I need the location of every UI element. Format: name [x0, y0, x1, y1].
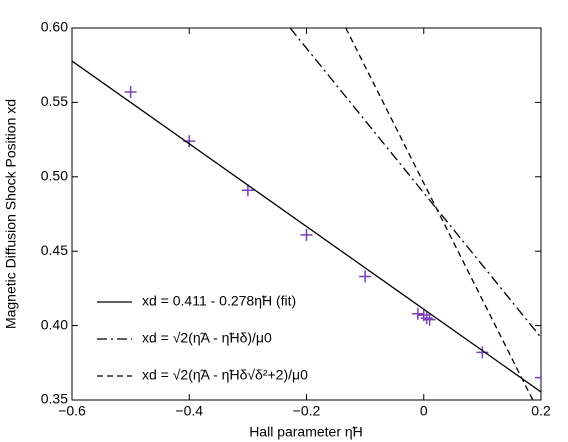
- data-point: [476, 346, 489, 359]
- legend-label: xd = √2(η̃A - η̃Hδ)/μ0: [142, 330, 272, 346]
- line: [289, 28, 541, 338]
- x-tick-label: −0.4: [175, 403, 203, 419]
- data-point: [359, 270, 372, 283]
- data-point: [241, 184, 254, 197]
- data-point: [423, 313, 436, 326]
- x-axis-label: Hall parameter η̃H: [249, 424, 363, 440]
- x-tick-label: 0.2: [531, 403, 551, 419]
- plot-area: [72, 28, 541, 400]
- x-tick-label: −0.6: [58, 403, 86, 419]
- data-point: [420, 312, 433, 325]
- y-tick-label: 0.40: [41, 316, 68, 332]
- x-tick-label: 0: [420, 403, 428, 419]
- x-tick-label: −0.2: [293, 403, 321, 419]
- data-point: [535, 371, 541, 384]
- legend-label: xd = √2(η̃A - η̃Hδ√δ²+2)/μ0: [142, 367, 308, 383]
- y-tick-label: 0.50: [41, 168, 68, 184]
- legend-label: xd = 0.411 - 0.278η̃H (fit): [142, 293, 296, 309]
- y-tick-label: 0.45: [41, 242, 68, 258]
- y-tick-label: 0.35: [41, 391, 68, 407]
- data-point: [124, 85, 137, 98]
- y-tick-label: 0.60: [41, 19, 68, 35]
- line: [345, 28, 534, 400]
- data-point: [411, 307, 424, 320]
- data-point: [300, 228, 313, 241]
- y-axis-label: Magnetic Diffusion Shock Position xd: [3, 99, 19, 329]
- line: [72, 60, 541, 393]
- y-tick-label: 0.55: [41, 93, 68, 109]
